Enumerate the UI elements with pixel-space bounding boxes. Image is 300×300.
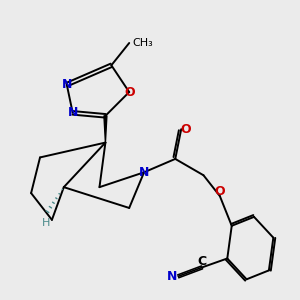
Text: O: O xyxy=(180,123,191,136)
Text: N: N xyxy=(139,166,149,179)
Text: C: C xyxy=(197,255,207,268)
Polygon shape xyxy=(104,116,107,142)
Text: CH₃: CH₃ xyxy=(132,38,153,48)
Text: O: O xyxy=(124,85,134,98)
Text: O: O xyxy=(214,185,225,198)
Text: N: N xyxy=(61,78,72,91)
Text: N: N xyxy=(68,106,78,119)
Text: H: H xyxy=(42,218,50,228)
Text: N: N xyxy=(167,270,177,283)
